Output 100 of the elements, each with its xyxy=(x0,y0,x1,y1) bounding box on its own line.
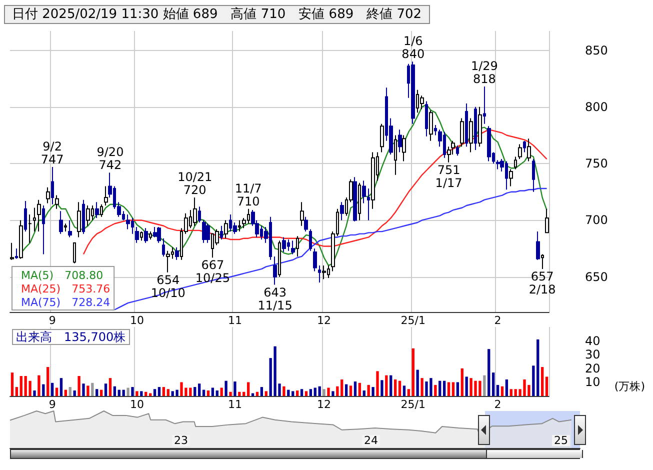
y-tick-label: 40 xyxy=(585,334,600,348)
bar xyxy=(420,378,424,396)
candlestick xyxy=(162,238,165,257)
candlestick xyxy=(425,100,428,137)
candlestick xyxy=(77,202,81,238)
bar xyxy=(292,391,294,396)
x-tick-label: 9 xyxy=(48,314,56,327)
candlestick xyxy=(19,220,23,260)
line-series xyxy=(82,128,548,255)
bar xyxy=(465,376,468,396)
candlestick xyxy=(220,225,223,240)
bar xyxy=(438,380,442,396)
candlestick xyxy=(456,144,459,156)
bar xyxy=(287,390,290,396)
bar xyxy=(238,392,241,396)
candlestick xyxy=(532,158,535,192)
candlestick xyxy=(514,156,517,170)
bar xyxy=(20,376,22,396)
chart-title: 出来高 135,700株 xyxy=(16,330,126,344)
y-tick-label: 10 xyxy=(585,375,600,390)
candlestick xyxy=(166,250,170,273)
annotation: 1/6 840 xyxy=(402,34,425,62)
bar xyxy=(176,390,178,396)
y-tick-label: 20 xyxy=(585,361,600,376)
bar xyxy=(500,386,504,396)
annotation: 1/29 818 xyxy=(470,59,498,86)
bar xyxy=(296,390,299,396)
candlestick xyxy=(340,202,344,221)
y-axis-title: (万株) xyxy=(614,380,646,393)
bar xyxy=(300,389,304,396)
bar xyxy=(68,387,72,396)
bar xyxy=(104,384,108,396)
candlestick xyxy=(518,144,522,160)
bar xyxy=(100,390,103,396)
bar xyxy=(344,384,348,396)
candlestick xyxy=(193,197,197,226)
bar xyxy=(416,370,419,396)
candlestick xyxy=(536,231,540,260)
candlestick xyxy=(367,188,370,221)
x-tick-label: 12 xyxy=(317,398,332,411)
series-label: MA(5) 708.80 xyxy=(21,269,104,282)
x-tick-label: 10 xyxy=(130,314,144,327)
candlestick xyxy=(309,228,312,252)
bar xyxy=(91,382,94,396)
y-tick-label: 650 xyxy=(585,270,608,284)
bar xyxy=(407,389,410,396)
bar xyxy=(86,386,90,396)
bar xyxy=(140,391,143,396)
annotation: 751 1/17 xyxy=(435,162,462,190)
candlestick xyxy=(371,152,375,210)
bar xyxy=(78,376,80,396)
candlestick xyxy=(28,214,32,244)
x-tick-label: 23 xyxy=(174,434,188,447)
bar xyxy=(211,388,214,396)
candlestick xyxy=(394,134,397,176)
annotation: 643 11/15 xyxy=(258,285,292,312)
bar xyxy=(488,349,490,396)
bar xyxy=(456,382,460,396)
bar xyxy=(234,382,236,396)
candlestick xyxy=(55,194,59,210)
candlestick xyxy=(465,103,468,148)
bar xyxy=(314,388,316,396)
bar xyxy=(260,387,264,396)
bar xyxy=(394,379,397,396)
bar xyxy=(202,390,206,396)
bar xyxy=(96,389,98,396)
x-tick-label: 2 xyxy=(494,314,502,327)
bar xyxy=(126,388,130,396)
annotation: 657 2/18 xyxy=(528,269,556,296)
candlestick xyxy=(68,220,72,238)
bar xyxy=(545,376,548,396)
bar xyxy=(42,384,45,396)
candlestick xyxy=(224,220,228,239)
x-tick-label: 25/1 xyxy=(400,398,426,411)
bar xyxy=(256,392,259,396)
candlestick xyxy=(202,220,206,244)
candlestick xyxy=(429,110,433,142)
bar xyxy=(216,390,218,396)
bar xyxy=(162,387,166,396)
bar xyxy=(33,390,36,396)
bar xyxy=(131,387,134,396)
bar xyxy=(398,380,402,396)
y-tick-label: 700 xyxy=(585,213,608,228)
bar xyxy=(367,384,370,396)
bar xyxy=(372,387,374,396)
candlestick xyxy=(282,236,286,252)
candlestick xyxy=(496,160,500,170)
bar xyxy=(402,386,406,396)
bar xyxy=(358,382,362,396)
candlestick xyxy=(144,228,148,244)
candlestick xyxy=(358,182,361,221)
candlestick xyxy=(318,265,321,284)
candlestick xyxy=(509,168,513,187)
bar xyxy=(264,391,268,396)
x-tick-label: 11 xyxy=(228,398,242,411)
candlestick xyxy=(434,124,437,136)
bar xyxy=(412,348,414,396)
bar xyxy=(73,390,76,396)
candlestick xyxy=(95,202,99,218)
bar xyxy=(540,367,544,396)
